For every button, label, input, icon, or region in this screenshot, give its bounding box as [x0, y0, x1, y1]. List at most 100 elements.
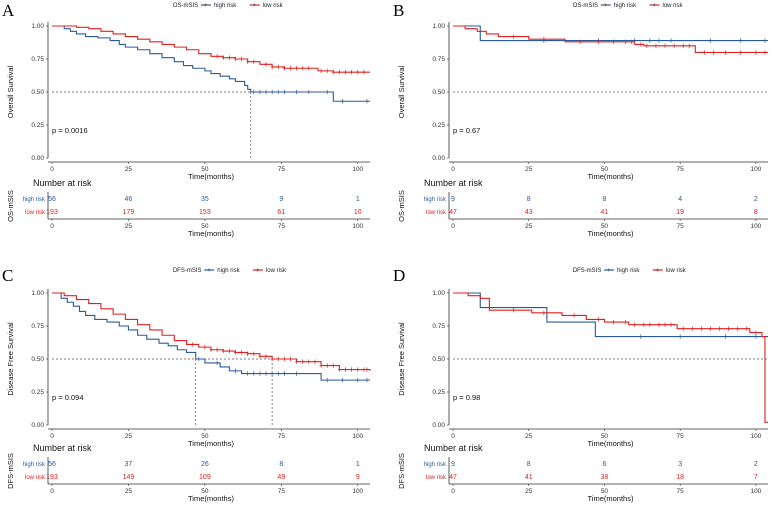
panel-a-risk-title: Number at risk	[33, 178, 92, 188]
panel-b-legend-high-label: high risk	[614, 3, 637, 9]
panel-b-xlabel: Time(months)	[588, 172, 634, 181]
panel-a-pvalue: p = 0.0016	[52, 126, 88, 135]
panel-d-risk-count-low: 38	[601, 474, 609, 481]
panel-b-legend-low-label: low risk	[663, 3, 684, 9]
panel-b-legend-low-cross: +	[653, 3, 657, 9]
panel-a-y-tick-label: 0.00	[31, 155, 44, 162]
panel-b-risk-title: Number at risk	[424, 178, 483, 188]
panel-b-risk-count-low: 47	[449, 209, 457, 216]
panel-a-x-tick-label: 75	[278, 166, 286, 173]
panel-c-x-tick-label: 75	[278, 433, 286, 440]
panel-b-risk-count-high: 4	[678, 196, 682, 203]
panel-a-risk-count-low: 179	[123, 209, 135, 216]
panel-a-x-tick-label: 100	[352, 166, 363, 173]
panel-d-risk-xlabel: Time(months)	[588, 494, 634, 503]
panel-d-x-tick-label: 25	[525, 433, 533, 440]
panel-c-risk-count-low: 109	[199, 474, 211, 481]
panel-b-risk-count-high: 8	[602, 196, 606, 203]
panel-a-risk-count-high: 46	[125, 196, 133, 203]
panel-d-y-tick-label: 1.00	[432, 290, 445, 297]
panel-a-risk-x-tick-label: 100	[352, 223, 363, 230]
panel-c-risk-ylabel: DFS-mSIS	[6, 453, 15, 489]
panel-b-x-tick-label: 50	[601, 166, 609, 173]
panel-a-risk-x-tick-label: 0	[50, 223, 54, 230]
panel-d-pvalue: p = 0.98	[453, 393, 480, 402]
panel-d-risk-count-high: 2	[754, 461, 758, 468]
panel-a-y-tick-label: 1.00	[31, 23, 44, 30]
panel-c-curve-low	[52, 292, 371, 371]
panel-c-curve-high	[52, 292, 370, 381]
panel-a-risk-count-high: 1	[356, 196, 360, 203]
panel-c-risk-count-low: 149	[123, 474, 135, 481]
panel-d-x-tick-label: 50	[601, 433, 609, 440]
panel-d-xlabel: Time(months)	[588, 439, 634, 448]
panel-c-y-tick-label: 0.50	[31, 356, 44, 363]
panel-b-risk-x-tick-label: 0	[451, 223, 455, 230]
panel-c-y-tick-label: 0.75	[31, 323, 44, 330]
panel-b-risk-row-label-high: high risk	[424, 197, 447, 203]
panel-c-legend-low-cross: +	[256, 268, 260, 274]
panel-c-risk-x-tick-label: 50	[201, 488, 209, 495]
panel-d-risk-count-high: 8	[527, 461, 531, 468]
panel-d-risk-count-high: 3	[678, 461, 682, 468]
panel-d-risk-count-low: 47	[449, 474, 457, 481]
panel-a-risk-count-high: 56	[48, 196, 56, 203]
panel-a-y-tick-label: 0.75	[31, 56, 44, 63]
panel-c-x-tick-label: 0	[50, 433, 54, 440]
panel-d-risk-title: Number at risk	[424, 443, 483, 453]
panel-b-y-tick-label: 1.00	[432, 23, 445, 30]
panel-d-risk-count-high: 9	[451, 461, 455, 468]
panel-b-x-tick-label: 100	[750, 166, 761, 173]
panel-c-risk-count-low: 193	[46, 474, 58, 481]
panel-b-pvalue: p = 0.67	[453, 126, 480, 135]
panel-c-x-tick-label: 100	[352, 433, 363, 440]
panel-b-risk-x-tick-label: 25	[525, 223, 533, 230]
panel-b-risk-count-low: 41	[601, 209, 609, 216]
panel-a-risk-count-high: 35	[201, 196, 209, 203]
panel-c-letter: C	[2, 266, 13, 285]
panel-b-risk-x-tick-label: 75	[677, 223, 685, 230]
panel-d-ylabel: Disease Free Survival	[397, 322, 406, 396]
panel-c-risk-count-high: 26	[201, 461, 209, 468]
panel-d-curve-low	[453, 292, 768, 423]
panel-d-legend-high-cross: +	[607, 268, 611, 274]
panel-b-y-tick-label: 0.25	[432, 122, 445, 129]
panel-d-risk-x-tick-label: 0	[451, 488, 455, 495]
panel-b-risk-xlabel: Time(months)	[588, 229, 634, 238]
panel-b-letter: B	[393, 1, 404, 20]
panel-a-xlabel: Time(months)	[188, 172, 234, 181]
panel-c-xlabel: Time(months)	[188, 439, 234, 448]
panel-c-y-tick-label: 0.25	[31, 389, 44, 396]
panel-b-risk-ylabel: OS-mSIS	[397, 190, 406, 222]
panel-d-legend-high-label: high risk	[617, 268, 640, 274]
panel-b-curve-high	[453, 25, 768, 42]
panel-c-legend-title: DFS-mSIS	[173, 268, 202, 274]
panel-a-legend-low-label: low risk	[263, 3, 284, 9]
panel-d-risk-count-low: 18	[676, 474, 684, 481]
panel-c-risk-count-low: 49	[277, 474, 285, 481]
panel-b-risk-count-high: 8	[527, 196, 531, 203]
panel-a-risk-ylabel: OS-mSIS	[6, 190, 15, 222]
panel-c-risk-row-label-high: high risk	[23, 462, 46, 468]
panel-b-y-tick-label: 0.50	[432, 89, 445, 96]
panel-b-x-tick-label: 0	[451, 166, 455, 173]
panel-a-legend-title: OS-mSIS	[173, 3, 198, 9]
panel-c-risk-count-high: 56	[48, 461, 56, 468]
panel-a-risk-count-low: 153	[199, 209, 211, 216]
panel-a-y-tick-label: 0.25	[31, 122, 44, 129]
panel-c-risk-count-high: 8	[279, 461, 283, 468]
panel-c-ylabel: Disease Free Survival	[6, 322, 15, 396]
panel-a-legend-high-cross: +	[204, 3, 208, 9]
panel-c-risk-title: Number at risk	[33, 443, 92, 453]
panel-d-risk-x-tick-label: 100	[750, 488, 761, 495]
panel-c-legend-high-label: high risk	[217, 268, 240, 274]
panel-d-risk-x-tick-label: 25	[525, 488, 533, 495]
panel-b-x-tick-label: 75	[677, 166, 685, 173]
panel-a-letter: A	[2, 1, 15, 20]
panel-c-risk-x-tick-label: 100	[352, 488, 363, 495]
panel-c-risk-count-high: 1	[356, 461, 360, 468]
panel-c-legend-high-cross: +	[207, 268, 211, 274]
panel-a-x-tick-label: 50	[201, 166, 209, 173]
panel-a-curve-high	[52, 25, 370, 102]
